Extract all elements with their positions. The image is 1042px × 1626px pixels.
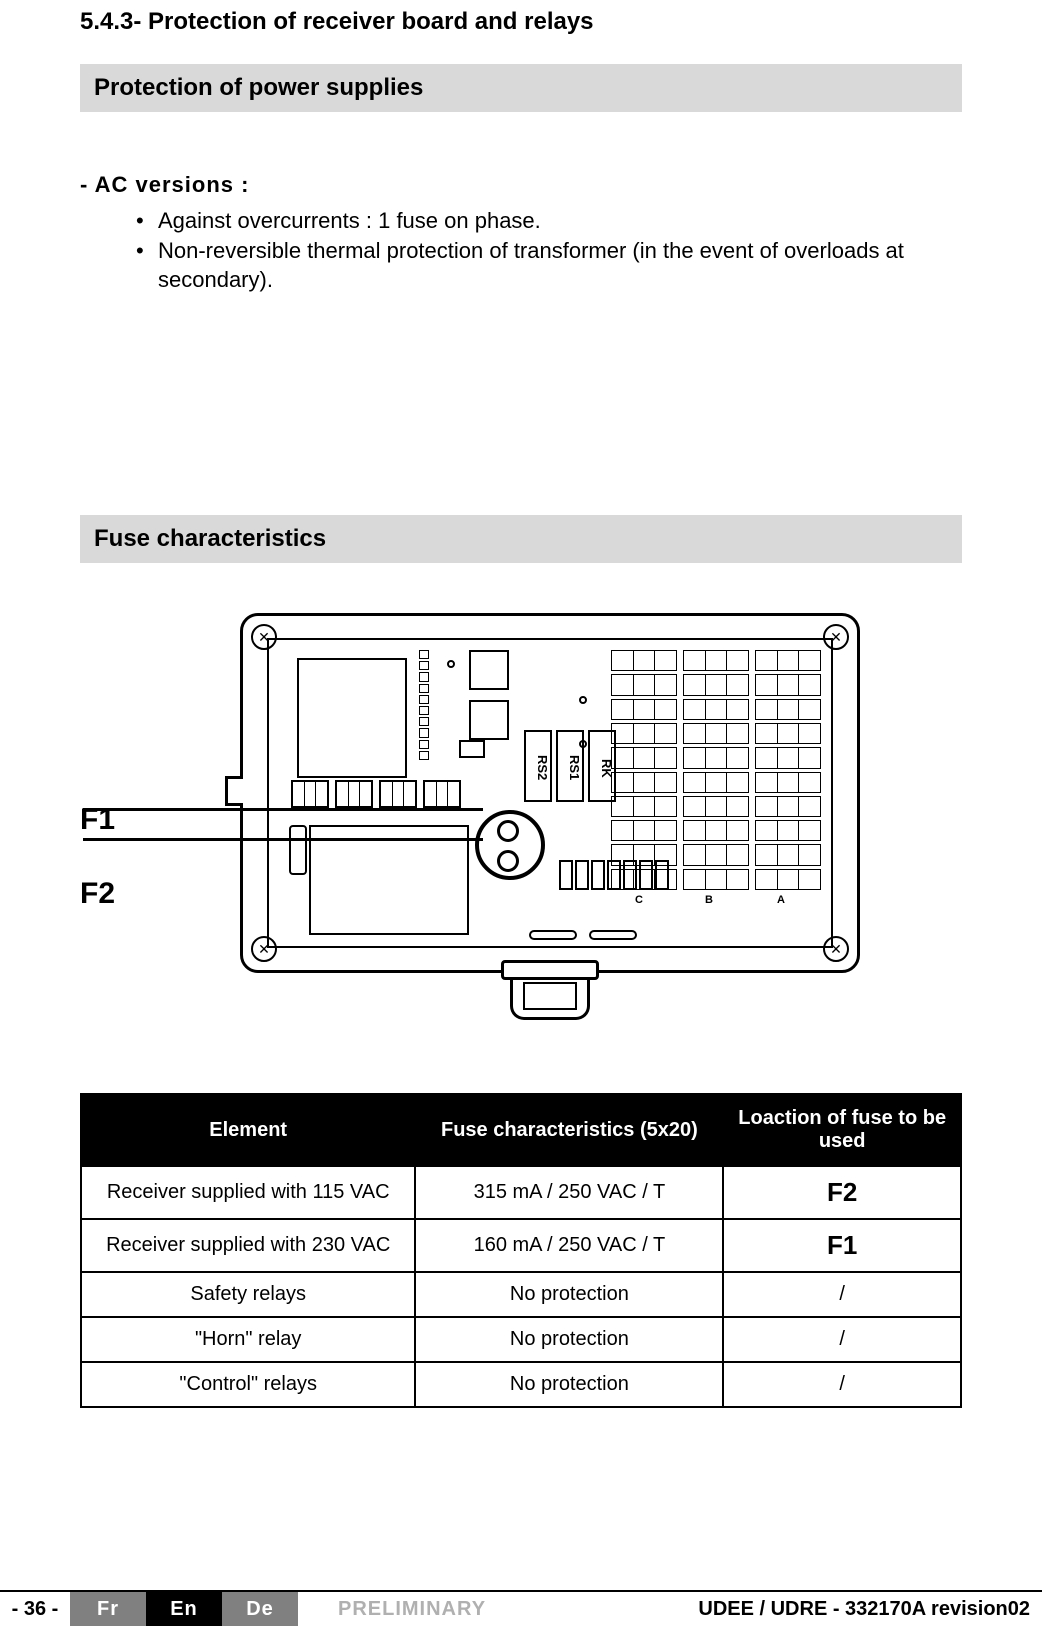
cell-element: Safety relays xyxy=(81,1272,415,1317)
cell-element: "Horn" relay xyxy=(81,1317,415,1362)
antenna-port-icon xyxy=(225,776,243,806)
table-row: Receiver supplied with 230 VAC 160 mA / … xyxy=(81,1219,961,1272)
page-footer: - 36 - Fr En De PRELIMINARY UDEE / UDRE … xyxy=(0,1590,1042,1626)
leader-line xyxy=(83,808,483,811)
pad-icon xyxy=(447,660,455,668)
ac-versions-title: - AC versions : xyxy=(80,172,962,198)
chip-icon xyxy=(469,700,509,740)
cable-gland-icon xyxy=(510,970,590,1020)
bank-label-b: B xyxy=(705,894,713,906)
th-location: Loaction of fuse to be used xyxy=(723,1094,961,1166)
table-row: "Horn" relay No protection / xyxy=(81,1317,961,1362)
band-power-supplies: Protection of power supplies xyxy=(80,64,962,112)
fuse-table: Element Fuse characteristics (5x20) Loac… xyxy=(80,1093,962,1408)
fuse-f1-icon xyxy=(497,820,519,842)
th-fuse: Fuse characteristics (5x20) xyxy=(415,1094,723,1166)
slot-icon xyxy=(589,930,637,940)
module-block xyxy=(297,658,407,778)
bullet-item: Against overcurrents : 1 fuse on phase. xyxy=(136,206,962,236)
relay-bank: C B A xyxy=(611,650,821,890)
pad-icon xyxy=(579,696,587,704)
pin-header-icon xyxy=(419,650,429,760)
chip-icon xyxy=(459,740,485,758)
cell-fuse: 160 mA / 250 VAC / T xyxy=(415,1219,723,1272)
cell-fuse: 315 mA / 250 VAC / T xyxy=(415,1166,723,1219)
bank-label-a: A xyxy=(777,894,785,906)
bank-label-c: C xyxy=(635,894,643,906)
cell-location: / xyxy=(723,1317,961,1362)
band-fuse-characteristics: Fuse characteristics xyxy=(80,515,962,563)
board-diagram: F1 F2 xyxy=(80,613,962,973)
slot-icon xyxy=(529,930,577,940)
cell-element: Receiver supplied with 115 VAC xyxy=(81,1166,415,1219)
doc-reference: UDEE / UDRE - 332170A revision02 xyxy=(526,1592,1042,1626)
capacitor-icon xyxy=(289,825,307,875)
rs2-box: RS2 xyxy=(524,730,552,802)
pcb-outline: RS2 RS1 RK xyxy=(267,638,833,948)
cell-location: F1 xyxy=(723,1219,961,1272)
fuse-f2-icon xyxy=(497,850,519,872)
cell-location: F2 xyxy=(723,1166,961,1219)
lang-en: En xyxy=(146,1592,222,1626)
cell-fuse: No protection xyxy=(415,1272,723,1317)
leader-line xyxy=(83,838,483,841)
lang-de: De xyxy=(222,1592,298,1626)
ac-versions-block: - AC versions : Against overcurrents : 1… xyxy=(80,172,962,295)
table-row: Receiver supplied with 115 VAC 315 mA / … xyxy=(81,1166,961,1219)
cell-element: Receiver supplied with 230 VAC xyxy=(81,1219,415,1272)
cell-location: / xyxy=(723,1362,961,1407)
chip-icon xyxy=(469,650,509,690)
f2-label: F2 xyxy=(80,877,240,911)
relay-module-group: RS2 RS1 RK xyxy=(524,730,616,802)
connector-row xyxy=(291,780,461,808)
lang-fr: Fr xyxy=(70,1592,146,1626)
preliminary-label: PRELIMINARY xyxy=(298,1592,526,1626)
table-row: "Control" relays No protection / xyxy=(81,1362,961,1407)
cell-fuse: No protection xyxy=(415,1317,723,1362)
table-row: Safety relays No protection / xyxy=(81,1272,961,1317)
section-heading: 5.4.3- Protection of receiver board and … xyxy=(80,8,962,36)
rs1-box: RS1 xyxy=(556,730,584,802)
cell-element: "Control" relays xyxy=(81,1362,415,1407)
th-element: Element xyxy=(81,1094,415,1166)
page-number: - 36 - xyxy=(0,1592,70,1626)
bullet-item: Non-reversible thermal protection of tra… xyxy=(136,236,962,295)
board-enclosure: RS2 RS1 RK xyxy=(240,613,860,973)
transformer-block xyxy=(309,825,469,935)
cell-location: / xyxy=(723,1272,961,1317)
cell-fuse: No protection xyxy=(415,1362,723,1407)
